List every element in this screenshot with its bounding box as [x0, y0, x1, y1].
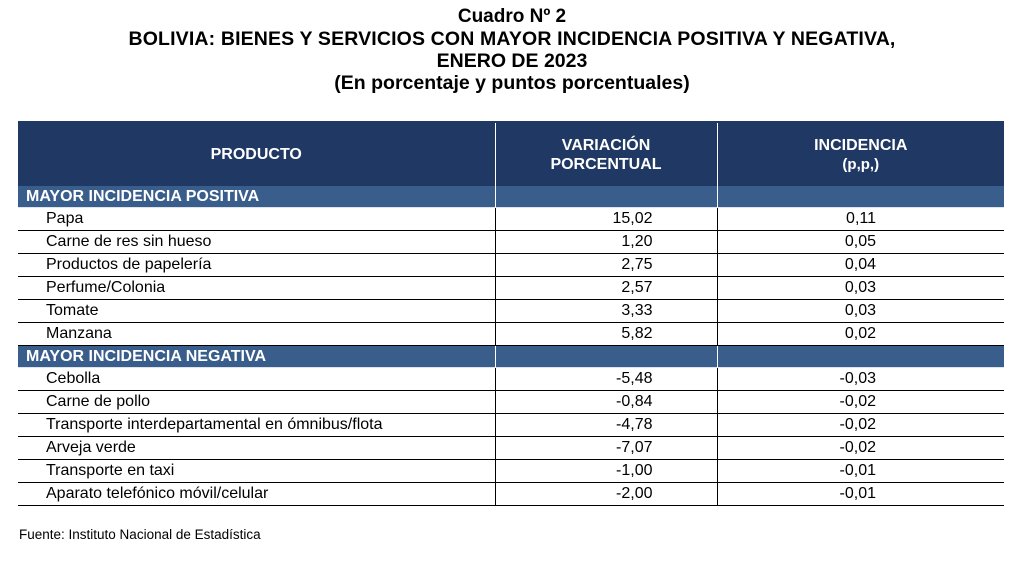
section-header-row: MAYOR INCIDENCIA NEGATIVA: [18, 345, 1004, 368]
cell-producto: Productos de papelería: [18, 253, 495, 277]
section-label: MAYOR INCIDENCIA NEGATIVA: [18, 345, 495, 368]
section-blank-cell: [494, 345, 717, 368]
cell-variacion: 3,33: [494, 299, 717, 323]
cell-producto: Transporte en taxi: [18, 459, 495, 483]
table-row: Carne de res sin hueso 1,20 0,05: [18, 230, 1004, 254]
cell-producto: Papa: [18, 207, 495, 231]
cell-producto: Tomate: [18, 299, 495, 323]
table-row: Cebolla -5,48 -0,03: [18, 367, 1004, 391]
cell-variacion: 5,82: [494, 322, 717, 346]
cell-variacion: -1,00: [494, 459, 717, 483]
table-row: Transporte en taxi -1,00 -0,01: [18, 459, 1004, 483]
cell-producto: Carne de res sin hueso: [18, 230, 495, 254]
table-row: Carne de pollo -0,84 -0,02: [18, 390, 1004, 414]
cell-incidencia: -0,03: [716, 367, 1004, 391]
incidence-table: PRODUCTO VARIACIÓN PORCENTUAL INCIDENCIA…: [18, 121, 1004, 506]
cell-variacion: -2,00: [494, 482, 717, 506]
cell-variacion: 2,75: [494, 253, 717, 277]
header-incidencia: INCIDENCIA (p,p,): [716, 121, 1004, 186]
cell-variacion: 1,20: [494, 230, 717, 254]
cell-incidencia: -0,01: [716, 482, 1004, 506]
cell-incidencia: -0,02: [716, 436, 1004, 460]
header-variacion: VARIACIÓN PORCENTUAL: [494, 121, 717, 186]
cell-incidencia: 0,03: [716, 299, 1004, 323]
caption-number: Cuadro Nº 2: [457, 6, 567, 27]
table-header-row: PRODUCTO VARIACIÓN PORCENTUAL INCIDENCIA…: [18, 121, 1004, 186]
cell-incidencia: -0,02: [716, 390, 1004, 414]
caption-units: (En porcentaje y puntos porcentuales): [334, 72, 690, 94]
cell-producto: Cebolla: [18, 367, 495, 391]
table-row: Tomate 3,33 0,03: [18, 299, 1004, 323]
cell-variacion: -4,78: [494, 413, 717, 437]
table-row: Papa 15,02 0,11: [18, 207, 1004, 231]
cell-incidencia: 0,11: [716, 207, 1004, 231]
table-row: Arveja verde -7,07 -0,02: [18, 436, 1004, 460]
cell-incidencia: -0,01: [716, 459, 1004, 483]
cell-producto: Carne de pollo: [18, 390, 495, 414]
cell-incidencia: 0,04: [716, 253, 1004, 277]
section-label: MAYOR INCIDENCIA POSITIVA: [18, 186, 495, 208]
table-row: Manzana 5,82 0,02: [18, 322, 1004, 346]
cell-incidencia: 0,05: [716, 230, 1004, 254]
table-row: Aparato telefónico móvil/celular -2,00 -0,…: [18, 482, 1004, 506]
cell-variacion: -0,84: [494, 390, 717, 414]
cell-variacion: 2,57: [494, 276, 717, 300]
table-row: Perfume/Colonia 2,57 0,03: [18, 276, 1004, 300]
caption-period: ENERO DE 2023: [436, 50, 588, 72]
table-caption: Cuadro Nº 2 BOLIVIA: BIENES Y SERVICIOS …: [0, 6, 1024, 94]
cell-incidencia: 0,03: [716, 276, 1004, 300]
section-blank-cell: [716, 345, 1004, 368]
cell-producto: Transporte interdepartamental en ómnibus…: [18, 413, 495, 437]
table-body: MAYOR INCIDENCIA POSITIVA Papa 15,02 0,11 Ca…: [18, 186, 1004, 506]
table-row: Transporte interdepartamental en ómnibus…: [18, 413, 1004, 437]
caption-title: BOLIVIA: BIENES Y SERVICIOS CON MAYOR IN…: [128, 28, 896, 50]
section-blank-cell: [494, 186, 717, 208]
section-blank-cell: [716, 186, 1004, 208]
cell-producto: Manzana: [18, 322, 495, 346]
cell-incidencia: 0,02: [716, 322, 1004, 346]
cell-incidencia: -0,02: [716, 413, 1004, 437]
cell-variacion: -5,48: [494, 367, 717, 391]
section-header-row: MAYOR INCIDENCIA POSITIVA: [18, 186, 1004, 208]
header-producto: PRODUCTO: [18, 121, 495, 186]
cell-variacion: -7,07: [494, 436, 717, 460]
cell-variacion: 15,02: [494, 207, 717, 231]
table-row: Productos de papelería 2,75 0,04: [18, 253, 1004, 277]
source-note: Fuente: Instituto Nacional de Estadístic…: [19, 527, 261, 542]
cell-producto: Perfume/Colonia: [18, 276, 495, 300]
cell-producto: Arveja verde: [18, 436, 495, 460]
cell-producto: Aparato telefónico móvil/celular: [18, 482, 495, 506]
